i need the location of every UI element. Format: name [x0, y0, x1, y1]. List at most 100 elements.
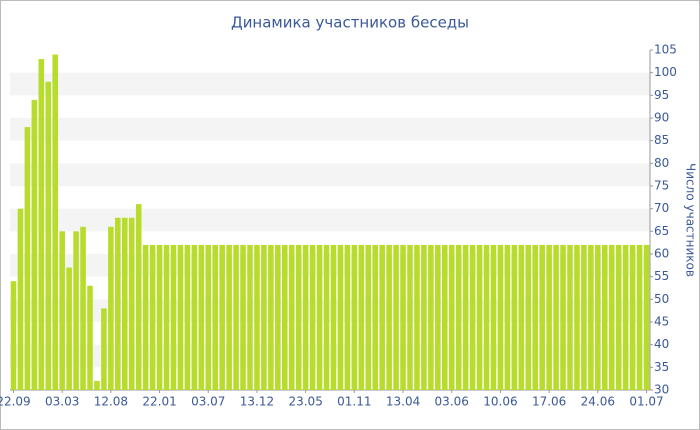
bar — [553, 244, 559, 390]
bar — [379, 244, 385, 390]
bar — [407, 244, 413, 390]
y-tick-label: 100 — [654, 65, 677, 79]
x-tick-label: 12.08 — [94, 395, 128, 409]
bar — [184, 244, 191, 390]
bar — [87, 285, 93, 390]
y-tick-label: 50 — [654, 292, 669, 306]
x-tick-label: 10.06 — [483, 395, 517, 409]
bar — [198, 244, 205, 390]
bar — [476, 244, 483, 390]
bar — [525, 244, 532, 390]
x-tick-label: 22.09 — [0, 395, 31, 409]
bar — [254, 244, 260, 390]
bar — [358, 244, 365, 390]
bar — [24, 127, 31, 391]
bar — [275, 244, 281, 390]
x-tick-label: 03.06 — [435, 395, 469, 409]
bar — [504, 244, 511, 390]
bar — [31, 99, 38, 390]
bar — [156, 244, 163, 390]
bar — [643, 244, 650, 390]
y-tick-label: 30 — [654, 383, 669, 397]
bar — [247, 244, 253, 390]
bar — [469, 244, 476, 390]
y-tick-label: 35 — [654, 360, 669, 374]
y-tick-label: 90 — [654, 111, 669, 125]
bar — [191, 244, 198, 390]
y-tick-label: 40 — [654, 337, 669, 351]
bar — [115, 217, 121, 390]
grid-band — [10, 72, 650, 96]
bar — [38, 59, 45, 391]
bar — [142, 244, 149, 390]
bar — [483, 244, 490, 390]
bar — [66, 267, 72, 390]
bar — [135, 204, 142, 390]
grid-band — [10, 163, 650, 186]
bar — [622, 244, 629, 390]
bar — [581, 244, 587, 390]
y-tick-label: 85 — [654, 133, 669, 147]
bar — [448, 244, 455, 390]
bar — [108, 226, 114, 390]
bar — [59, 231, 65, 390]
x-tick-label: 01.07 — [629, 395, 663, 409]
bar — [233, 244, 239, 390]
bar — [163, 244, 170, 390]
bar — [497, 244, 504, 390]
bar — [17, 208, 24, 390]
bar — [330, 244, 337, 390]
bar — [442, 244, 448, 390]
bar — [337, 244, 344, 390]
bar — [532, 244, 538, 390]
grid-band — [10, 344, 650, 368]
bar — [490, 244, 497, 390]
bar — [282, 244, 288, 390]
y-tick-label: 55 — [654, 269, 669, 283]
bar — [351, 244, 358, 390]
bar — [94, 380, 100, 390]
bar — [629, 244, 636, 390]
bar — [316, 244, 323, 390]
grid-band — [10, 254, 650, 277]
bar — [462, 244, 469, 390]
bar — [546, 244, 552, 390]
chart-title: Динамика участников беседы — [231, 14, 469, 32]
bar — [365, 244, 372, 390]
bar — [170, 244, 177, 390]
bar — [400, 244, 406, 390]
y-tick-label: 105 — [654, 43, 677, 57]
y-tick-label: 80 — [654, 156, 669, 170]
bar — [595, 244, 601, 390]
bar — [219, 244, 225, 390]
bar — [393, 244, 399, 390]
y-tick-label: 95 — [654, 88, 669, 102]
bar — [128, 217, 135, 390]
x-tick-label: 22.01 — [142, 395, 176, 409]
bar — [101, 308, 107, 390]
bar — [80, 226, 86, 390]
y-tick-label: 45 — [654, 315, 669, 329]
bar — [268, 244, 274, 390]
bar — [636, 244, 643, 390]
bar — [455, 244, 462, 390]
bar — [302, 244, 309, 390]
bar — [608, 244, 615, 390]
bar — [45, 81, 52, 390]
bar — [10, 281, 17, 390]
bar — [421, 244, 427, 390]
x-tick-label: 01.11 — [337, 395, 371, 409]
bar — [73, 231, 79, 390]
bar — [177, 244, 184, 390]
y-tick-label: 65 — [654, 224, 669, 238]
x-tick-label: 13.04 — [386, 395, 420, 409]
bar — [52, 54, 58, 391]
y-tick-label: 75 — [654, 179, 669, 193]
bar — [567, 244, 573, 390]
bar — [149, 244, 156, 390]
x-tick-label: 13.12 — [240, 395, 274, 409]
bar — [539, 244, 545, 390]
y-tick-label: 70 — [654, 201, 669, 215]
bar — [205, 244, 212, 390]
